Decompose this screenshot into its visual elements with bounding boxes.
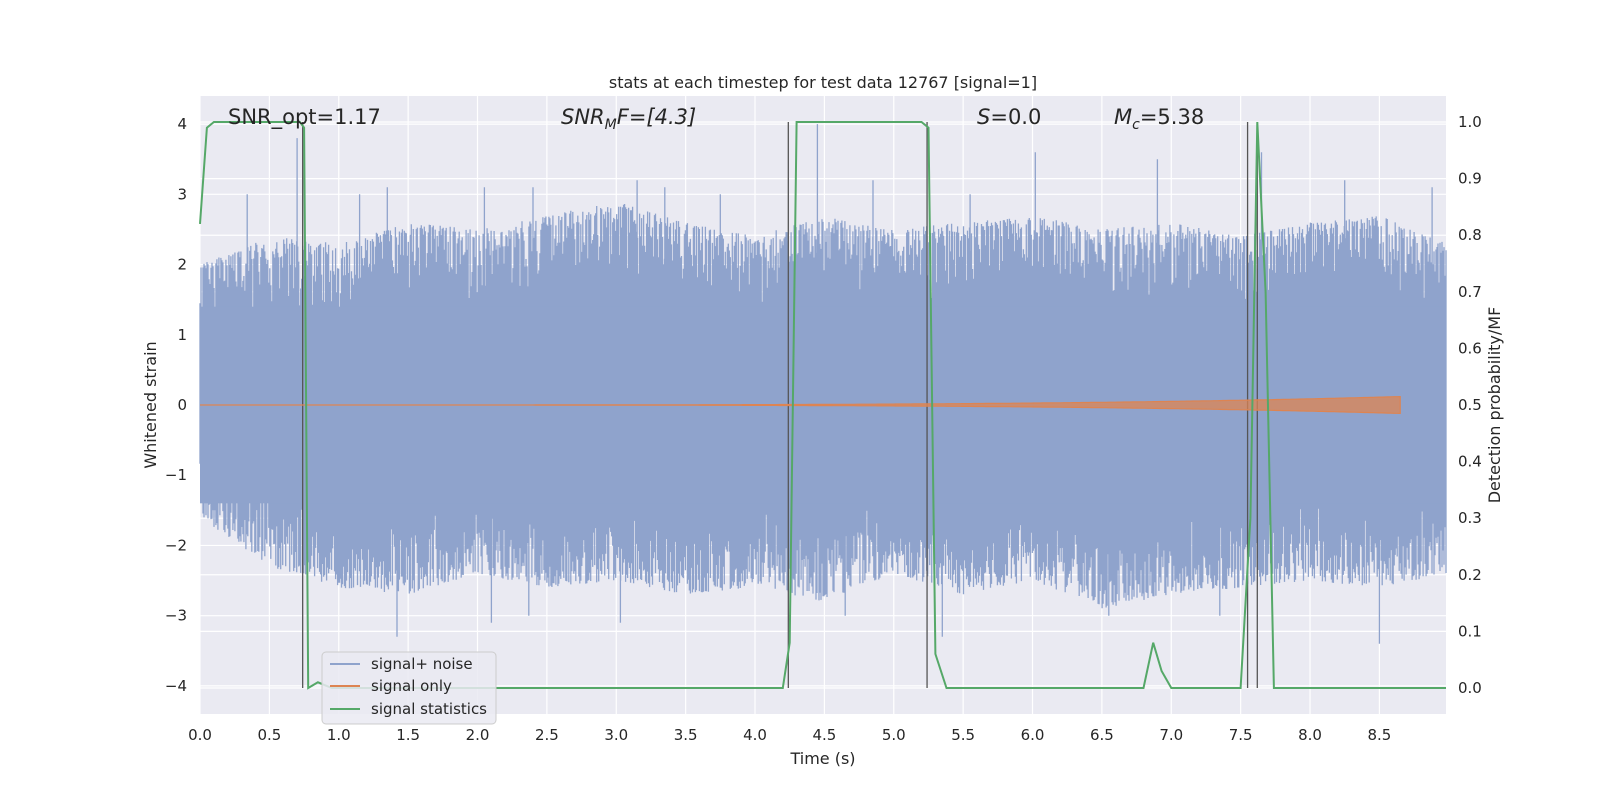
annotation-snr-mf: SNRMF=[4.3] <box>561 105 696 133</box>
annotation-mc: Mc=5.38 <box>1114 105 1204 133</box>
y-right-tick-label: 0.8 <box>1458 226 1482 244</box>
x-tick-label: 7.0 <box>1159 726 1183 744</box>
x-tick-label: 0.5 <box>257 726 281 744</box>
y-right-tick-label: 0.3 <box>1458 509 1482 527</box>
x-tick-label: 8.5 <box>1367 726 1391 744</box>
x-tick-label: 1.0 <box>327 726 351 744</box>
x-tick-label: 7.5 <box>1229 726 1253 744</box>
x-tick-label: 4.0 <box>743 726 767 744</box>
x-tick-label: 6.5 <box>1090 726 1114 744</box>
legend-box <box>321 651 497 725</box>
chart-title: stats at each timestep for test data 127… <box>609 73 1037 92</box>
y-tick-label: 4 <box>177 115 187 133</box>
series-signal-only <box>200 395 1401 415</box>
y-tick-label: 1 <box>177 326 187 344</box>
x-tick-label: 2.0 <box>466 726 490 744</box>
annotation-s: S=0.0 <box>977 105 1041 129</box>
y-right-tick-label: 0.7 <box>1458 283 1482 301</box>
x-tick-label: 3.5 <box>674 726 698 744</box>
x-axis-label: Time (s) <box>789 749 855 768</box>
y-right-tick-label: 0.2 <box>1458 566 1482 584</box>
y-tick-label: 3 <box>177 185 187 203</box>
x-tick-label: 5.0 <box>882 726 906 744</box>
annotation-snr-opt: SNR_opt=1.17 <box>228 105 381 130</box>
x-tick-label: 2.5 <box>535 726 559 744</box>
y-right-tick-label: 0.4 <box>1458 453 1482 471</box>
y-right-tick-label: 0.5 <box>1458 396 1482 414</box>
series-signal-statistics <box>199 121 1446 690</box>
legend-label-signal-only: signal only <box>371 677 452 695</box>
y-right-tick-label: 0.1 <box>1458 622 1482 640</box>
signal-only-trace <box>200 395 1401 415</box>
y-tick-label: 0 <box>177 396 187 414</box>
y-axis-label: Whitened strain <box>141 341 160 468</box>
y-tick-label: −4 <box>165 677 187 695</box>
legend-label-signal-statistics: signal statistics <box>371 700 487 718</box>
y-tick-label: 2 <box>177 256 187 274</box>
x-tick-label: 3.0 <box>604 726 628 744</box>
x-tick-label: 8.0 <box>1298 726 1322 744</box>
x-tick-labels: 0.0 0.5 1.0 1.5 2.0 2.5 3.0 3.5 4.0 4.5 5.0 5.5 6.0 6… <box>188 726 1391 744</box>
y-right-tick-label: 0.6 <box>1458 339 1482 357</box>
y-right-tick-labels: 1.0 0.9 0.8 0.7 0.6 0.5 0.4 0.3 0.2 0.1 0.0 <box>1458 113 1482 697</box>
y-right-tick-label: 0.0 <box>1458 679 1482 697</box>
y-tick-label: −1 <box>165 466 187 484</box>
x-tick-label: 0.0 <box>188 726 212 744</box>
statistics-line <box>199 121 1446 690</box>
y-right-tick-label: 1.0 <box>1458 113 1482 131</box>
x-tick-label: 1.5 <box>396 726 420 744</box>
y-right-tick-label: 0.9 <box>1458 170 1482 188</box>
y-right-axis-label: Detection probability/MF <box>1485 307 1504 504</box>
x-tick-label: 5.5 <box>951 726 975 744</box>
x-tick-label: 4.5 <box>812 726 836 744</box>
legend: signal+ noise signal only signal statist… <box>321 651 497 725</box>
y-tick-label: −3 <box>165 607 187 625</box>
legend-label-signal-noise: signal+ noise <box>371 655 473 673</box>
x-tick-label: 6.0 <box>1021 726 1045 744</box>
y-tick-label: −2 <box>165 536 187 554</box>
y-tick-labels: 4 3 2 1 0 −1 −2 −3 −4 <box>165 115 187 695</box>
